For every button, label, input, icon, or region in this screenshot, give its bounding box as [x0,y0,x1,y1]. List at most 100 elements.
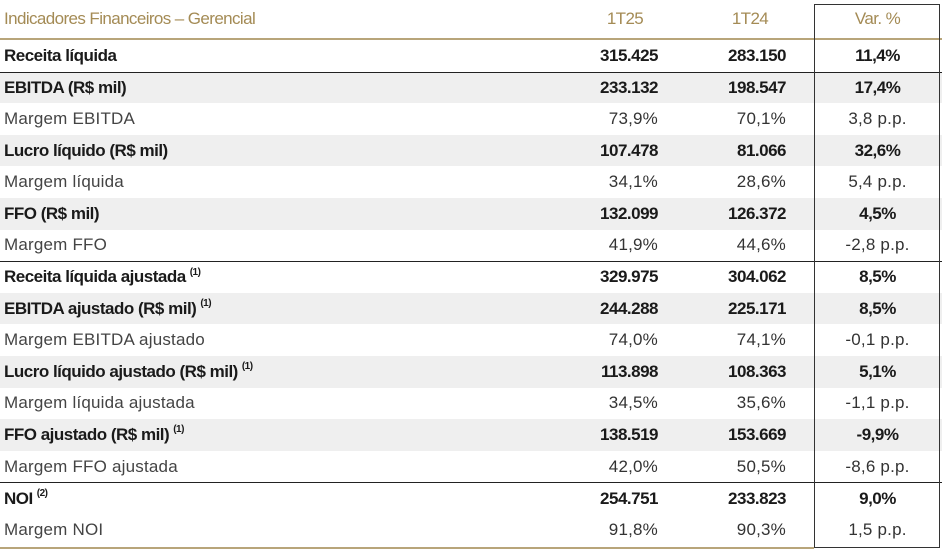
value-variation: 4,5% [859,203,896,223]
table-row: Margem líquida 34,1% 28,6% 5,4 p.p. [0,166,942,198]
footnote-marker: (1) [200,298,212,310]
value-1t25: 34,5% [608,393,658,413]
row-label-text: Lucro líquido ajustado (R$ mil) [4,361,238,381]
value-1t25: 329.975 [600,267,658,287]
column-header-1t25: 1T25 [606,9,644,28]
row-label-text: Lucro líquido (R$ mil) [4,140,168,160]
row-label-text: EBITDA (R$ mil) [4,77,127,97]
value-1t24: 50,5% [736,456,786,476]
table-row: Lucro líquido (R$ mil) 107.478 81.066 32,6% [0,134,942,167]
value-1t25: 41,9% [608,235,658,255]
table-row: FFO (R$ mil) 132.099 126.372 4,5% [0,197,942,230]
value-1t24: 283.150 [728,45,786,65]
value-1t24: 44,6% [736,235,786,255]
row-label: Receita líquida [4,40,117,72]
value-1t25: 73,9% [608,108,658,128]
value-1t24: 35,6% [736,393,786,413]
value-1t25: 233.132 [600,77,658,97]
value-variation: 32,6% [854,140,901,160]
table-row: Receita líquida ajustada (1) 329.975 304.06… [0,261,942,293]
table-row: Lucro líquido ajustado (R$ mil) (1) 113.89… [0,355,942,388]
value-1t25: 74,0% [608,330,658,350]
value-1t25: 132.099 [600,203,658,223]
value-variation: 3,8 p.p. [848,108,907,128]
row-label: Margem EBITDA [4,103,135,135]
row-label: NOI (2) [4,483,48,514]
value-variation: -0,1 p.p. [845,330,910,350]
value-variation: 9,0% [859,488,896,508]
value-variation: 17,4% [854,77,901,97]
value-1t25: 254.751 [600,488,658,508]
table-row: Margem NOI 91,8% 90,3% 1,5 p.p. [0,514,942,546]
table-row: Margem EBITDA 73,9% 70,1% 3,8 p.p. [0,103,942,135]
footnote-marker: (1) [241,361,253,373]
value-1t24: 126.372 [728,203,786,223]
column-header-1t24: 1T24 [731,9,769,28]
value-1t24: 153.669 [728,424,786,444]
value-1t25: 34,1% [608,172,658,192]
row-label: EBITDA (R$ mil) [4,73,127,104]
row-label-text: Receita líquida ajustada [4,267,186,287]
row-label: Margem FFO [4,230,107,262]
row-label-text: EBITDA ajustado (R$ mil) [4,298,197,318]
row-label-text: Margem EBITDA [4,108,136,128]
table-row: EBITDA ajustado (R$ mil) (1) 244.288 225.17… [0,292,942,325]
value-1t25: 138.519 [600,424,658,444]
table-row: Margem FFO 41,9% 44,6% -2,8 p.p. [0,230,942,262]
footnote-marker: (1) [173,424,184,436]
value-variation: -2,8 p.p. [845,235,910,255]
row-label: FFO ajustado (R$ mil) (1) [4,419,184,451]
value-1t24: 70,1% [736,108,786,128]
row-label-text: FFO ajustado (R$ mil) [4,424,170,444]
row-label: EBITDA ajustado (R$ mil) (1) [4,293,212,325]
value-variation: 11,4% [855,45,900,65]
row-label-text: Margem líquida ajustada [4,393,195,413]
row-label: Margem EBITDA ajustado [4,324,205,356]
value-1t25: 107.478 [600,140,658,160]
value-variation: 5,1% [859,361,896,381]
value-variation: -8,6 p.p. [845,456,910,476]
value-1t24: 198.547 [728,77,786,97]
table-title: Indicadores Financeiros – Gerencial [4,9,256,28]
value-1t25: 91,8% [608,519,658,539]
row-label-text: FFO (R$ mil) [4,203,100,223]
row-label-text: Margem NOI [4,519,104,539]
value-variation: 8,5% [859,298,896,318]
value-1t24: 90,3% [736,519,786,539]
table-header: Indicadores Financeiros – Gerencial 1T25… [0,0,942,40]
value-variation: 1,5 p.p. [848,519,907,539]
row-label-text: Margem EBITDA ajustado [4,330,205,350]
row-label: Receita líquida ajustada (1) [4,262,201,293]
value-1t24: 233.823 [728,488,786,508]
table-row: Receita líquida 315.425 283.150 11,4% [0,40,942,72]
value-1t24: 304.062 [728,267,786,287]
row-label: Lucro líquido ajustado (R$ mil) (1) [4,356,253,388]
value-1t24: 225.171 [728,298,786,318]
row-label-text: NOI [4,488,33,508]
row-label: Margem líquida [4,166,124,198]
row-label-text: Margem FFO ajustada [4,456,178,476]
value-variation: -1,1 p.p. [845,393,910,413]
value-variation: 5,4 p.p. [848,172,907,192]
row-label-text: Margem FFO [4,235,108,255]
row-label-text: Receita líquida [4,45,117,65]
value-1t25: 113.898 [600,361,659,381]
column-header-var: Var. % [854,9,901,28]
row-label: Margem líquida ajustada [4,388,195,420]
table-body: Receita líquida 315.425 283.150 11,4% EBITDA… [0,40,942,546]
footnote-marker: (2) [36,488,48,500]
value-variation: -9,9% [856,424,899,444]
value-1t25: 244.288 [600,298,658,318]
row-label-text: Margem líquida [4,172,124,192]
footnote-marker: (1) [189,266,201,278]
value-1t25: 315.425 [600,45,658,65]
value-1t24: 28,6% [736,172,786,192]
table-row: NOI (2) 254.751 233.823 9,0% [0,482,942,514]
row-label: Margem NOI [4,514,103,546]
row-label: Lucro líquido (R$ mil) [4,135,168,167]
bottom-divider [0,547,814,549]
row-label: Margem FFO ajustada [4,451,178,483]
table-row: Margem líquida ajustada 34,5% 35,6% -1,1 p.… [0,388,942,420]
row-label: FFO (R$ mil) [4,198,100,230]
